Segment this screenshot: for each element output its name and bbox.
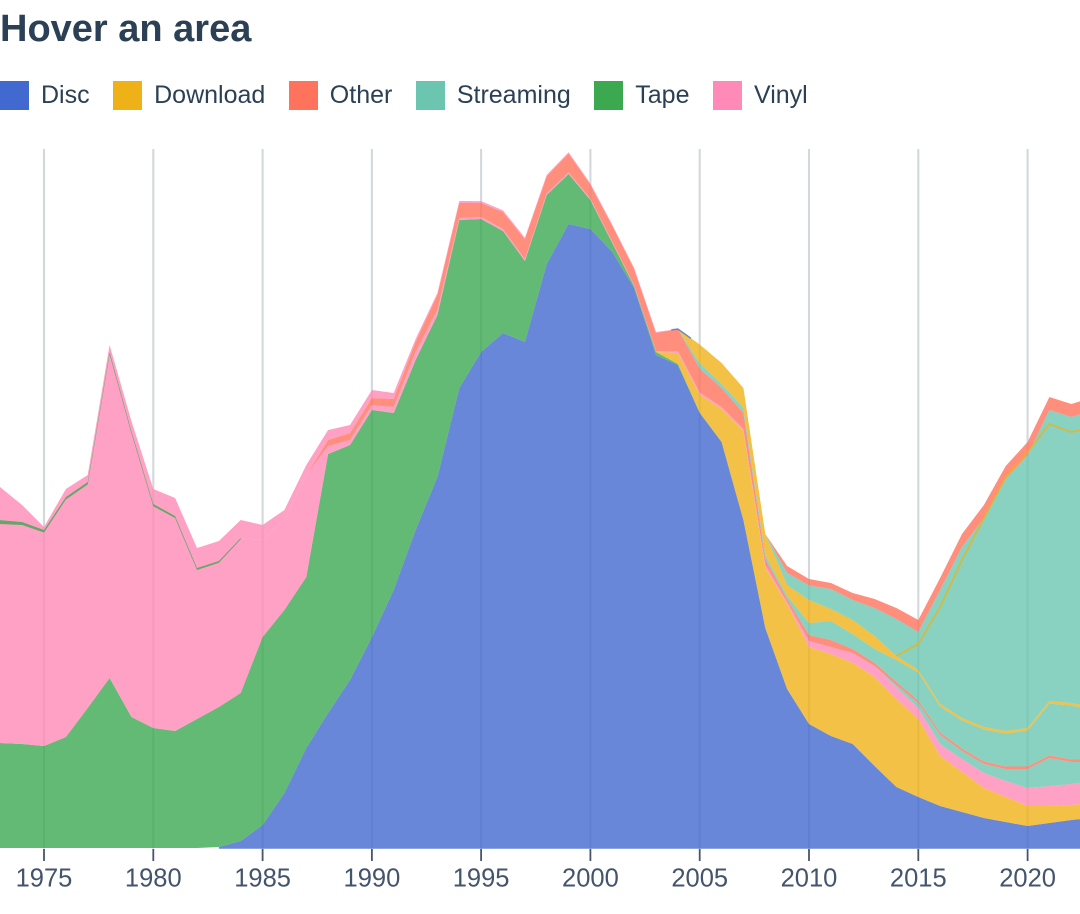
svg-text:1975: 1975 — [16, 865, 73, 893]
svg-text:2005: 2005 — [671, 865, 728, 893]
svg-text:2020: 2020 — [999, 865, 1056, 893]
svg-text:1995: 1995 — [453, 865, 510, 893]
svg-text:1990: 1990 — [344, 865, 401, 893]
svg-text:1980: 1980 — [125, 865, 182, 893]
svg-text:2015: 2015 — [890, 865, 947, 893]
svg-text:2010: 2010 — [781, 865, 838, 893]
svg-text:2000: 2000 — [562, 865, 619, 893]
svg-text:1985: 1985 — [234, 865, 291, 893]
